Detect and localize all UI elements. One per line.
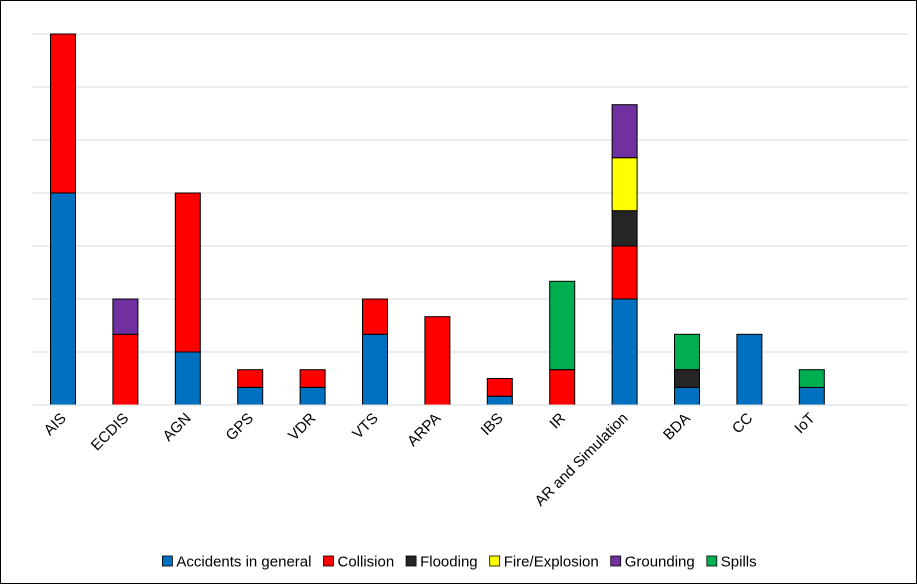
- legend-label-grounding: Grounding: [625, 554, 695, 571]
- bar-bda-accidents-in-general: [674, 386, 700, 406]
- bar-ibs-collision: [486, 378, 513, 397]
- x-tick-label: VDR: [285, 410, 320, 445]
- bar-bda-spills: [674, 333, 700, 371]
- bar-vts-accidents-in-general: [362, 333, 388, 406]
- legend-swatch-fire-explosion: [489, 555, 501, 567]
- x-tick-label: VTS: [349, 410, 382, 443]
- bars: [50, 33, 825, 406]
- bar-ir-spills: [549, 280, 576, 371]
- bar-iot-spills: [798, 369, 825, 388]
- x-tick-label: AIS: [41, 410, 70, 439]
- bar-ibs-accidents-in-general: [486, 395, 513, 406]
- legend-swatch-flooding: [405, 555, 417, 567]
- bar-ar-and-simulation-flooding: [611, 210, 638, 247]
- x-tick-label: AR and Simulation: [532, 410, 632, 510]
- gridlines: [33, 33, 908, 353]
- bar-ir-collision: [549, 369, 576, 406]
- legend-label-collision: Collision: [338, 554, 395, 571]
- legend-swatch-accidents-in-general: [161, 555, 173, 567]
- x-tick-label: AGN: [160, 410, 195, 445]
- legend-label-accidents-in-general: Accidents in general: [176, 554, 311, 571]
- bar-ecdis-collision: [112, 333, 139, 406]
- bar-ar-and-simulation-collision: [611, 245, 638, 300]
- bar-vdr-accidents-in-general: [299, 386, 326, 406]
- bar-ais-accidents-in-general: [50, 192, 76, 406]
- legend-label-spills: Spills: [721, 554, 757, 571]
- bar-agn-accidents-in-general: [174, 351, 201, 406]
- legend-swatch-grounding: [610, 555, 622, 567]
- bar-cc-accidents-in-general: [736, 333, 763, 406]
- bar-iot-accidents-in-general: [798, 386, 825, 406]
- legend-label-flooding: Flooding: [420, 554, 478, 571]
- bar-gps-collision: [237, 369, 264, 388]
- bar-ais-collision: [50, 33, 76, 194]
- x-tick-label: IoT: [791, 410, 818, 437]
- bar-bda-flooding: [674, 369, 700, 388]
- legend: Accidents in general Collision Flooding Fir…: [161, 554, 757, 571]
- legend-label-fire-explosion: Fire/Explosion: [504, 554, 599, 571]
- legend-swatch-spills: [706, 555, 718, 567]
- x-tick-label: ARPA: [404, 410, 444, 450]
- x-tick-label: IBS: [478, 410, 507, 439]
- x-tick-label: ECDIS: [88, 410, 132, 454]
- x-tick-label: BDA: [660, 410, 694, 444]
- x-tick-label: IR: [546, 410, 569, 433]
- bar-ar-and-simulation-grounding: [611, 104, 638, 159]
- legend-swatch-collision: [323, 555, 334, 567]
- bar-vdr-collision: [299, 369, 326, 388]
- bar-gps-accidents-in-general: [237, 386, 264, 406]
- bar-ecdis-grounding: [112, 298, 139, 335]
- x-tick-label: GPS: [223, 410, 257, 444]
- bar-ar-and-simulation-accidents-in-general: [611, 298, 638, 406]
- bar-arpa-collision: [424, 316, 451, 406]
- bar-ar-and-simulation-fire-explosion: [611, 157, 638, 212]
- bar-agn-collision: [174, 192, 201, 353]
- x-tick-label: CC: [729, 410, 756, 437]
- bar-vts-collision: [362, 298, 388, 335]
